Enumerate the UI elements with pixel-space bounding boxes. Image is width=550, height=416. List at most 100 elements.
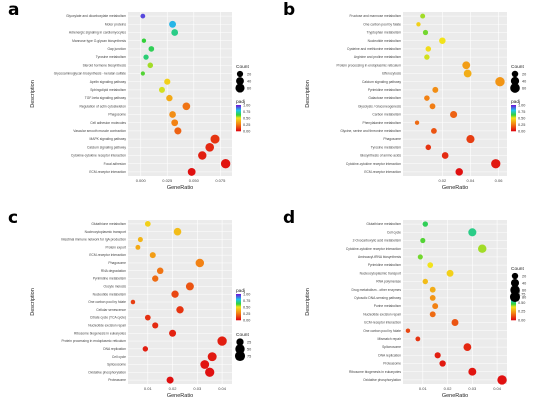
- color-legend-swatch: [511, 115, 516, 117]
- y-tick-label: Phagosome: [383, 137, 401, 141]
- data-point: [169, 111, 176, 118]
- data-point: [478, 244, 487, 253]
- color-legend-swatch: [236, 310, 241, 312]
- size-legend-label: 50: [247, 347, 251, 351]
- data-point: [148, 46, 155, 52]
- color-legend-label: 1.00: [243, 103, 250, 107]
- color-legend-swatch: [236, 130, 241, 132]
- y-tick-label: Mannose type O-glycan biosynthesis: [72, 39, 126, 43]
- data-point: [463, 343, 472, 351]
- y-tick-label: Protein processing in endoplasmic reticu…: [336, 63, 401, 67]
- panel-letter-a: a: [8, 0, 20, 20]
- color-legend-swatch: [236, 294, 241, 296]
- color-legend-swatch: [236, 317, 241, 319]
- x-tick-label: 0.000: [136, 178, 147, 183]
- y-tick-label: MAPK signaling pathway: [90, 137, 127, 141]
- color-legend-swatch: [511, 303, 516, 305]
- color-legend-swatch: [511, 118, 516, 120]
- color-legend-swatch: [236, 120, 241, 122]
- color-legend-swatch: [511, 314, 516, 316]
- data-point: [466, 135, 475, 144]
- y-tick-label: Cytokine-cytokine receptor interaction: [71, 154, 126, 158]
- color-legend-swatch: [511, 130, 516, 132]
- y-tick-label: Oxidative phosphorylation: [88, 370, 126, 374]
- size-legend-dot: [234, 350, 246, 362]
- y-tick-label: Calcium signaling pathway: [362, 80, 401, 84]
- data-point: [135, 244, 141, 250]
- color-legend-swatch: [511, 317, 516, 319]
- color-legend-swatch: [236, 308, 241, 310]
- x-tick-label: 0.01: [144, 386, 153, 391]
- data-point: [431, 127, 437, 134]
- size-legend-label: 40: [247, 79, 251, 83]
- color-legend-swatch: [236, 309, 241, 311]
- data-point: [198, 151, 207, 160]
- color-legend-swatch: [511, 305, 516, 307]
- color-legend-swatch: [511, 304, 516, 306]
- color-legend-label: 0.00: [518, 129, 525, 133]
- x-axis-title: GeneRatio: [442, 185, 468, 191]
- y-tick-label: Spliceosome: [107, 363, 126, 367]
- color-legend-swatch: [236, 109, 241, 111]
- size-legend-label: 20: [247, 72, 251, 76]
- data-point: [171, 290, 179, 298]
- y-axis-title: Description: [30, 80, 36, 108]
- y-tick-label: Ribosome biogenesis in eukaryotes: [74, 331, 126, 335]
- data-point: [420, 237, 426, 244]
- color-legend-swatch: [511, 122, 516, 124]
- data-point: [422, 221, 428, 227]
- color-legend-swatch: [236, 297, 241, 299]
- data-point: [205, 142, 215, 152]
- color-legend-swatch: [236, 122, 241, 124]
- color-legend-swatch: [236, 316, 241, 318]
- data-point: [416, 22, 421, 27]
- x-axis-title: GeneRatio: [167, 185, 193, 191]
- y-tick-label: Arginine and proline metabolism: [354, 55, 401, 59]
- color-legend-swatch: [236, 300, 241, 302]
- data-point: [429, 311, 436, 318]
- y-tick-label: 2-Oxocarboxylic acid metabolism: [353, 239, 402, 243]
- y-tick-label: DNA replication: [103, 347, 126, 351]
- color-legend-label: 0.75: [243, 299, 250, 303]
- y-axis-title: Description: [30, 288, 36, 316]
- color-legend-swatch: [511, 108, 516, 110]
- x-tick-label: 0.075: [215, 178, 226, 183]
- color-legend-label: 0.25: [243, 312, 250, 316]
- data-point: [149, 252, 156, 259]
- color-legend-swatch: [511, 315, 516, 317]
- x-tick-label: 0.03: [468, 386, 477, 391]
- data-point: [422, 29, 429, 36]
- color-legend-label: 0.75: [518, 110, 525, 114]
- y-tick-label: ECM-receptor interaction: [89, 170, 126, 174]
- y-tick-label: Glyoxylate and dicarboxylate metabolism: [66, 14, 126, 18]
- plot-background: [403, 12, 507, 176]
- color-legend-swatch: [511, 111, 516, 113]
- y-tick-label: Nucleotide excision repair: [88, 324, 127, 328]
- x-tick-label: 0.02: [169, 386, 178, 391]
- data-point: [455, 168, 463, 176]
- color-legend-swatch: [511, 113, 516, 115]
- y-axis-title: Description: [305, 80, 311, 108]
- size-legend-title: Count: [236, 64, 249, 70]
- data-point: [169, 20, 177, 28]
- y-tick-label: Fructose and mannose metabolism: [350, 14, 402, 18]
- y-tick-label: Calcium signaling pathway: [87, 145, 126, 149]
- y-tick-label: Sphingolipid metabolism: [90, 88, 126, 92]
- size-legend-label: 60: [247, 86, 251, 90]
- color-legend-swatch: [236, 307, 241, 309]
- color-legend-swatch: [236, 313, 241, 315]
- y-tick-label: ECM-receptor interaction: [364, 321, 401, 325]
- color-legend-swatch: [236, 302, 241, 304]
- color-legend-swatch: [511, 120, 516, 122]
- data-point: [171, 119, 179, 127]
- data-point: [173, 227, 182, 236]
- color-legend-label: 0.25: [518, 123, 525, 127]
- color-legend-label: 0.75: [243, 110, 250, 114]
- color-legend-swatch: [236, 303, 241, 305]
- data-point: [425, 144, 432, 151]
- y-tick-label: Galactose metabolism: [368, 96, 401, 100]
- y-tick-label: ECM-receptor interaction: [89, 253, 126, 257]
- color-legend-label: 0.75: [518, 292, 525, 296]
- color-legend-swatch: [236, 121, 241, 123]
- data-point: [152, 322, 159, 329]
